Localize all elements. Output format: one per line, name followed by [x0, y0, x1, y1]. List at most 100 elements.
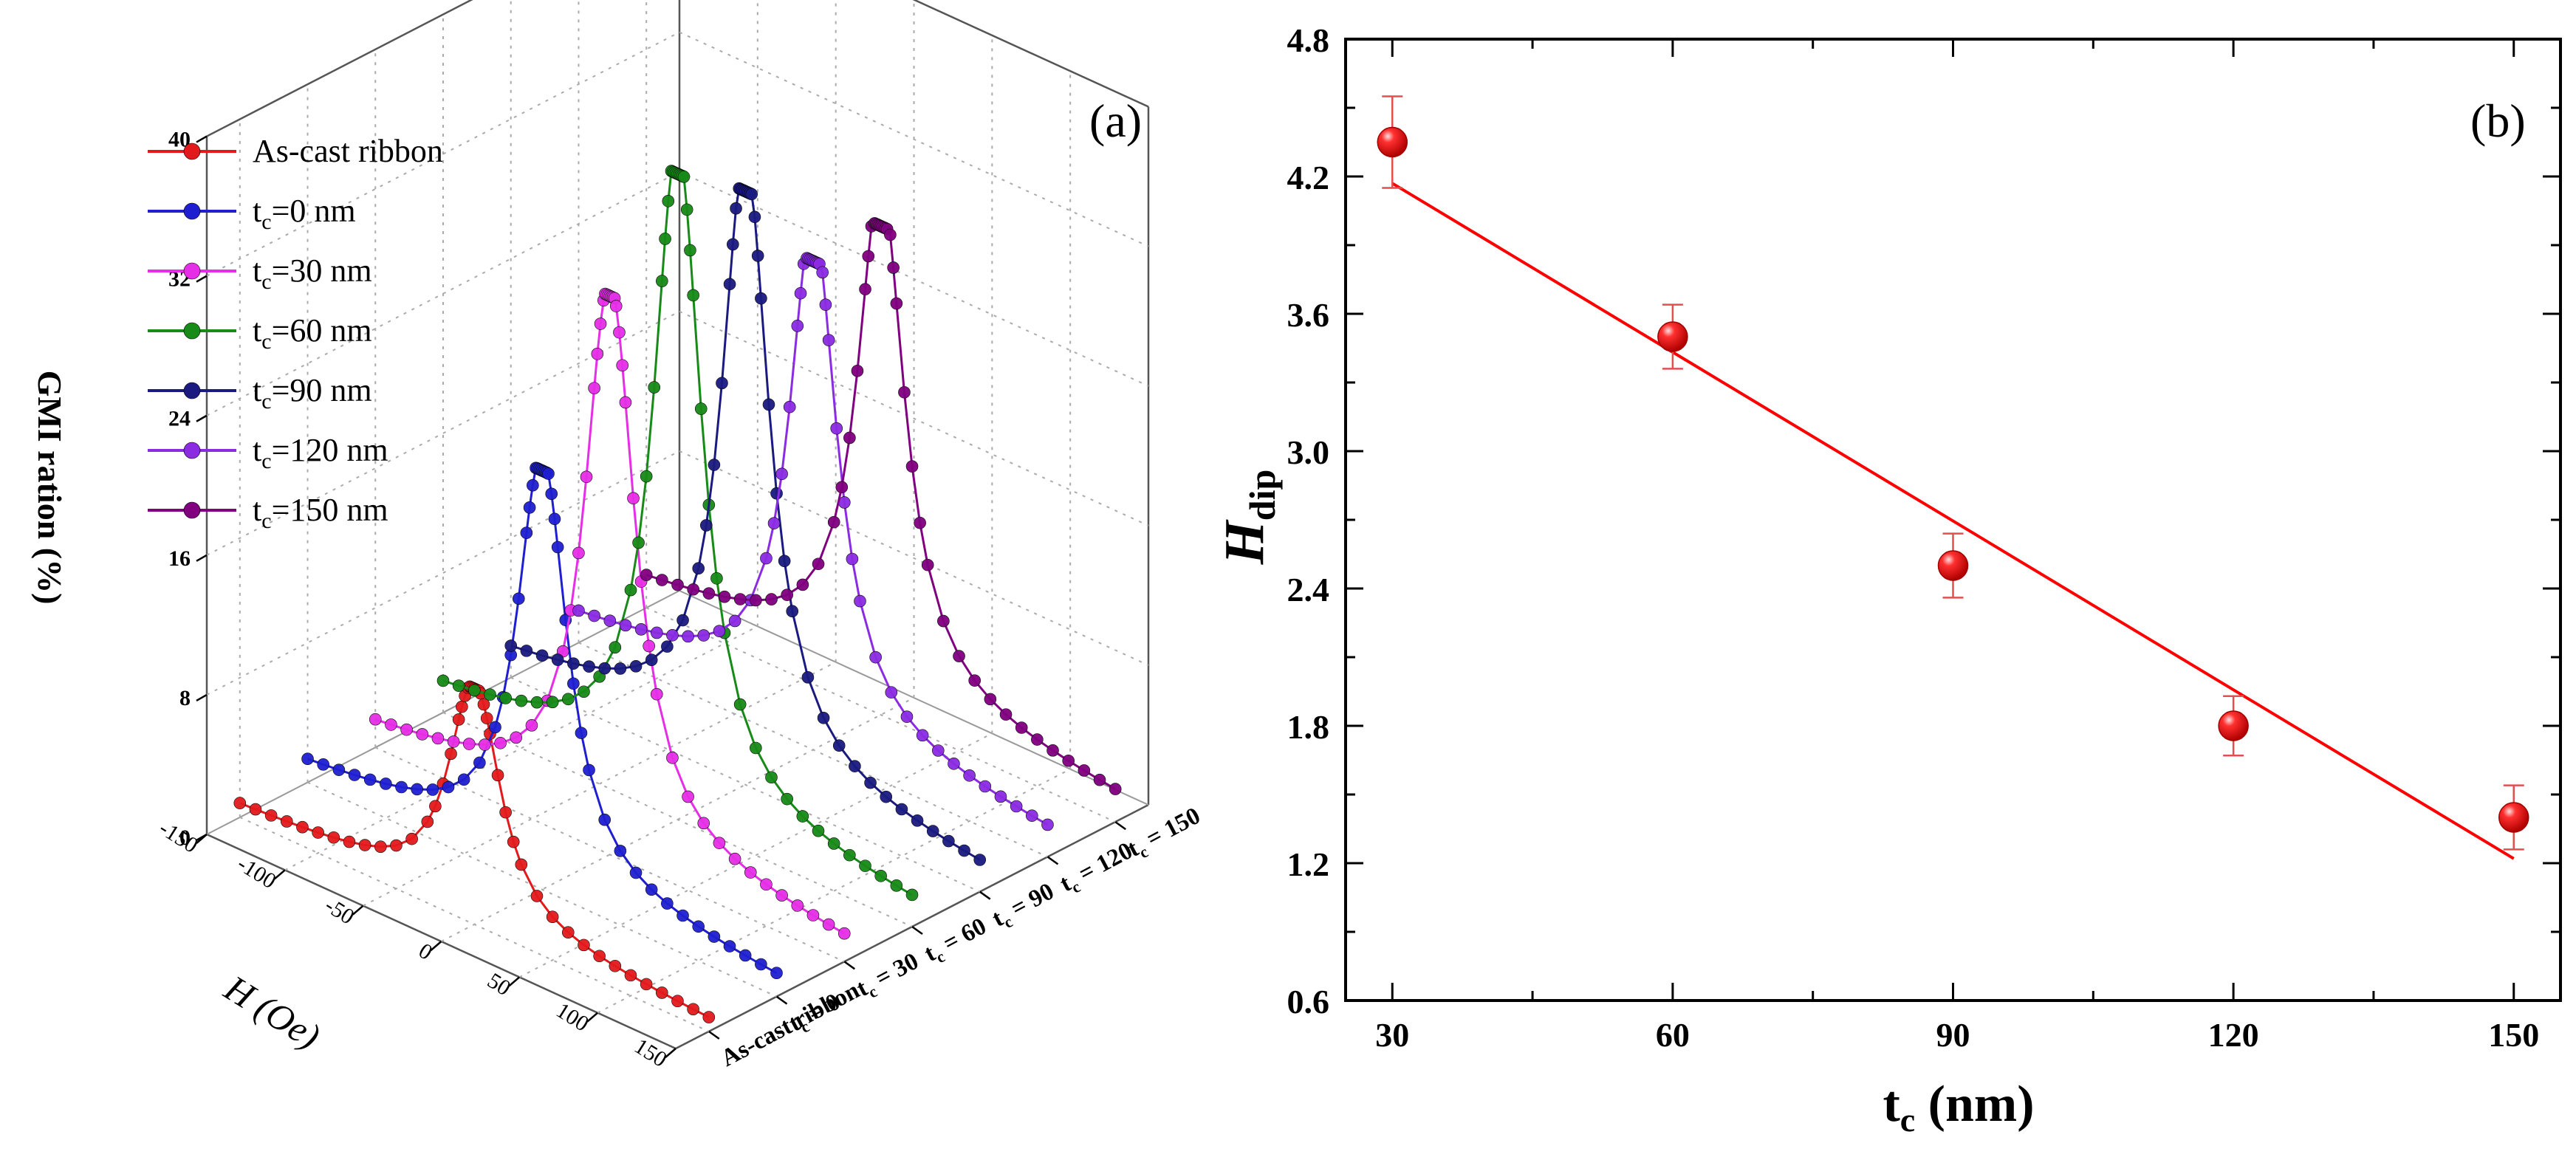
series-point-5	[775, 467, 788, 481]
series-point-3	[687, 289, 699, 302]
y-tick-label: 1.8	[1287, 708, 1330, 746]
category-tick-label: tc = 60	[920, 913, 993, 970]
series-point-3	[765, 771, 778, 784]
series-point-6	[640, 569, 653, 581]
series-point-6	[898, 385, 911, 399]
series-point-2	[588, 382, 600, 394]
series-point-3	[484, 688, 496, 701]
series-point-0	[233, 797, 247, 809]
series-point-4	[958, 844, 970, 857]
series-point-2	[627, 492, 640, 505]
series-point-4	[716, 377, 728, 390]
series-point-6	[1078, 764, 1091, 777]
series-point-5	[994, 790, 1007, 803]
series-point-3	[890, 879, 903, 892]
series-point-3	[859, 859, 871, 872]
x-tick-mark	[508, 976, 521, 987]
series-point-1	[473, 756, 486, 769]
series-point-6	[812, 557, 825, 571]
panel-b-ylabel: Hdip	[1213, 470, 1283, 566]
legend-marker-4	[183, 382, 201, 399]
series-line-5	[578, 256, 1049, 826]
legend-main: t	[253, 432, 261, 468]
legend-marker-3	[183, 322, 201, 340]
category-tick-rest: = 150	[1137, 803, 1205, 856]
legend-label-2: tc=30 nm	[253, 253, 372, 294]
legend-main: t	[253, 372, 261, 408]
legend-rest: =30 nm	[272, 253, 372, 289]
series-point-2	[728, 852, 741, 865]
series-point-1	[575, 727, 588, 739]
series-point-1	[723, 940, 736, 953]
panel-a-axes-box	[205, 0, 1150, 1050]
series-point-2	[837, 927, 851, 940]
series-point-0	[343, 835, 356, 848]
series-point-0	[456, 700, 468, 713]
grid-floor-cat	[442, 712, 913, 927]
series-point-0	[452, 713, 465, 726]
series-line-2	[374, 292, 846, 935]
axis-top-left	[206, 0, 473, 137]
series-point-2	[609, 300, 623, 312]
series-point-1	[770, 967, 783, 979]
series-point-2	[775, 889, 788, 902]
legend-main: As-cast ribbon	[253, 133, 443, 169]
series-point-6	[1031, 733, 1044, 746]
series-point-3	[827, 837, 840, 850]
series-point-6	[1093, 773, 1106, 786]
series-point-4	[676, 614, 689, 627]
y-tick-label: 3.6	[1287, 296, 1330, 334]
x-tick-label: 0	[414, 938, 436, 965]
series-point-4	[778, 555, 791, 568]
series-point-1	[629, 866, 643, 879]
series-point-1	[527, 478, 539, 492]
series-point-0	[609, 959, 622, 972]
series-point-6	[859, 283, 871, 295]
series-point-3	[515, 694, 528, 707]
series-point-0	[280, 815, 293, 828]
series-point-3	[562, 693, 575, 706]
series-point-1	[411, 783, 424, 796]
series-point-3	[640, 470, 653, 483]
legend-main: t	[253, 193, 261, 229]
series-point-3	[684, 244, 696, 257]
series-point-4	[849, 760, 861, 772]
panel-a-series	[233, 165, 1122, 1023]
series-point-0	[264, 809, 278, 822]
series-point-5	[854, 594, 866, 608]
series-point-5	[1026, 809, 1038, 822]
series-point-0	[546, 910, 559, 924]
category-tick-mark	[1046, 856, 1059, 865]
series-point-6	[984, 693, 997, 706]
series-point-5	[1010, 800, 1023, 813]
grid-floor-cat	[510, 676, 981, 893]
panel-b-xlabel-main: t	[1883, 1076, 1900, 1133]
series-point-5	[728, 614, 741, 628]
category-tick-mark	[1114, 821, 1126, 831]
grid-floor-cat	[307, 781, 777, 998]
panel-a-label: (a)	[1089, 95, 1142, 147]
series-point-0	[445, 747, 457, 761]
x-tick-label: 30	[1375, 1016, 1409, 1054]
series-point-4	[726, 238, 739, 251]
series-point-4	[583, 660, 595, 673]
series-point-0	[499, 806, 512, 819]
series-point-4	[692, 562, 705, 575]
series-point-1	[380, 778, 392, 790]
legend-marker-0	[183, 143, 201, 160]
series-point-4	[700, 519, 713, 532]
category-tick-rest: = 60	[934, 913, 990, 960]
series-point-2	[697, 817, 710, 830]
series-point-5	[830, 422, 843, 435]
series-point-1	[457, 773, 470, 786]
category-tick-label: tc = 30	[852, 948, 925, 1006]
series-point-5	[916, 729, 929, 742]
legend-rest: =150 nm	[272, 492, 388, 528]
x-tick-mark	[274, 869, 286, 880]
legend-label-3: tc=60 nm	[253, 312, 372, 354]
series-point-6	[887, 261, 900, 274]
series-point-2	[650, 687, 663, 701]
series-point-2	[385, 718, 397, 731]
series-point-6	[953, 650, 965, 662]
series-point-1	[523, 501, 536, 514]
